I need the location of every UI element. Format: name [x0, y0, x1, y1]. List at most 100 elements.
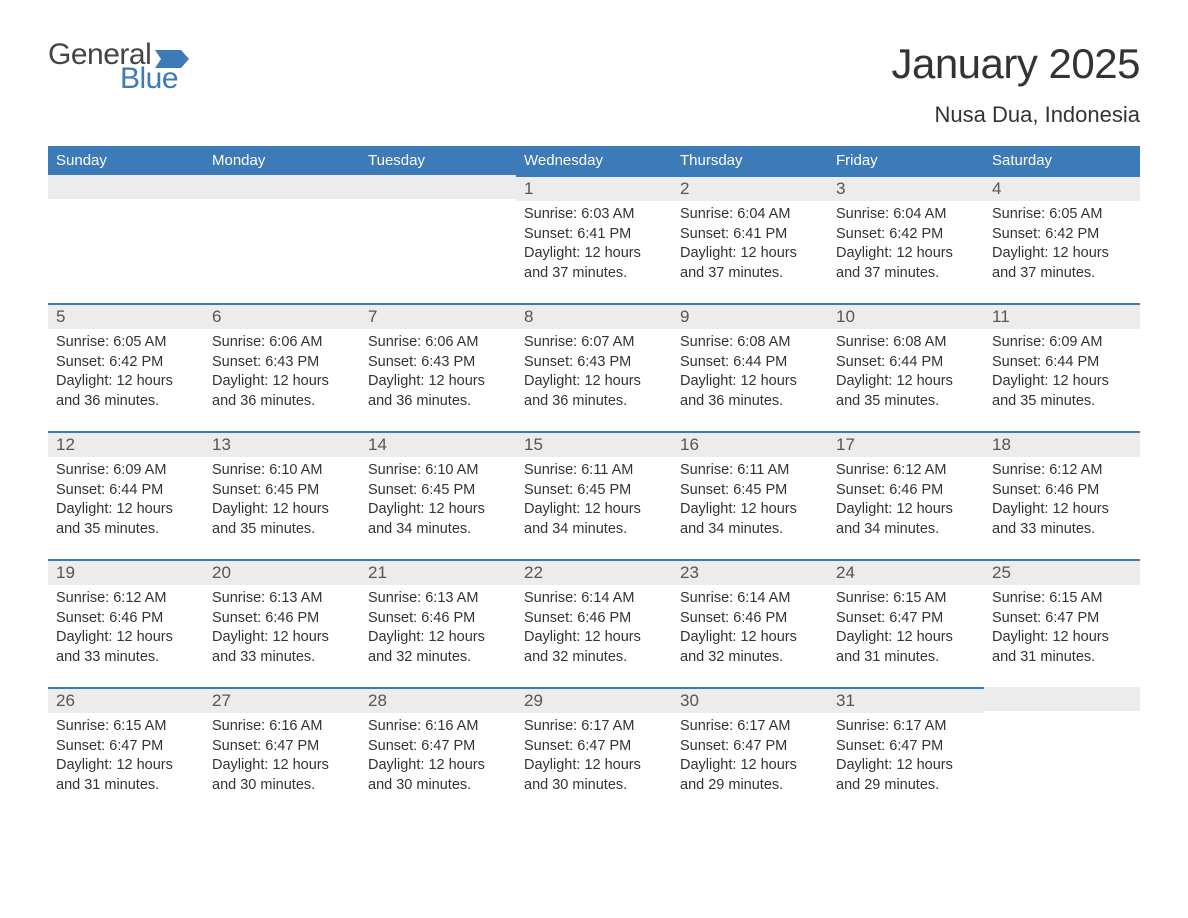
daylight-text: Daylight: 12 hours and 35 minutes. — [212, 500, 352, 539]
sunrise-text: Sunrise: 6:14 AM — [680, 589, 820, 609]
sunset-text: Sunset: 6:46 PM — [56, 609, 196, 629]
calendar-cell: 31Sunrise: 6:17 AMSunset: 6:47 PMDayligh… — [828, 687, 984, 815]
day-details: Sunrise: 6:06 AMSunset: 6:43 PMDaylight:… — [204, 329, 360, 419]
daylight-text: Daylight: 12 hours and 32 minutes. — [368, 628, 508, 667]
daylight-text: Daylight: 12 hours and 35 minutes. — [992, 372, 1132, 411]
day-number: 29 — [516, 687, 672, 713]
daylight-text: Daylight: 12 hours and 36 minutes. — [212, 372, 352, 411]
day-number: 4 — [984, 175, 1140, 201]
day-details: Sunrise: 6:17 AMSunset: 6:47 PMDaylight:… — [672, 713, 828, 803]
calendar-week: 12Sunrise: 6:09 AMSunset: 6:44 PMDayligh… — [48, 431, 1140, 559]
calendar-cell: 17Sunrise: 6:12 AMSunset: 6:46 PMDayligh… — [828, 431, 984, 559]
sunset-text: Sunset: 6:43 PM — [212, 353, 352, 373]
sunset-text: Sunset: 6:47 PM — [56, 737, 196, 757]
location-label: Nusa Dua, Indonesia — [891, 102, 1140, 128]
sunrise-text: Sunrise: 6:08 AM — [680, 333, 820, 353]
daylight-text: Daylight: 12 hours and 36 minutes. — [680, 372, 820, 411]
daylight-text: Daylight: 12 hours and 37 minutes. — [836, 244, 976, 283]
calendar-cell: 28Sunrise: 6:16 AMSunset: 6:47 PMDayligh… — [360, 687, 516, 815]
sunrise-text: Sunrise: 6:17 AM — [680, 717, 820, 737]
day-details: Sunrise: 6:12 AMSunset: 6:46 PMDaylight:… — [48, 585, 204, 675]
daylight-text: Daylight: 12 hours and 35 minutes. — [56, 500, 196, 539]
sunrise-text: Sunrise: 6:04 AM — [680, 205, 820, 225]
calendar-cell: 8Sunrise: 6:07 AMSunset: 6:43 PMDaylight… — [516, 303, 672, 431]
calendar-cell — [360, 175, 516, 303]
daylight-text: Daylight: 12 hours and 30 minutes. — [212, 756, 352, 795]
sunset-text: Sunset: 6:45 PM — [680, 481, 820, 501]
sunset-text: Sunset: 6:47 PM — [992, 609, 1132, 629]
daylight-text: Daylight: 12 hours and 35 minutes. — [836, 372, 976, 411]
daylight-text: Daylight: 12 hours and 37 minutes. — [524, 244, 664, 283]
day-number — [984, 687, 1140, 711]
sunrise-text: Sunrise: 6:11 AM — [680, 461, 820, 481]
calendar-cell: 26Sunrise: 6:15 AMSunset: 6:47 PMDayligh… — [48, 687, 204, 815]
calendar-cell: 7Sunrise: 6:06 AMSunset: 6:43 PMDaylight… — [360, 303, 516, 431]
day-number: 16 — [672, 431, 828, 457]
day-number: 26 — [48, 687, 204, 713]
day-number: 7 — [360, 303, 516, 329]
day-details: Sunrise: 6:15 AMSunset: 6:47 PMDaylight:… — [984, 585, 1140, 675]
sunset-text: Sunset: 6:42 PM — [836, 225, 976, 245]
day-number: 30 — [672, 687, 828, 713]
day-details: Sunrise: 6:08 AMSunset: 6:44 PMDaylight:… — [828, 329, 984, 419]
daylight-text: Daylight: 12 hours and 34 minutes. — [368, 500, 508, 539]
daylight-text: Daylight: 12 hours and 36 minutes. — [368, 372, 508, 411]
day-details: Sunrise: 6:10 AMSunset: 6:45 PMDaylight:… — [360, 457, 516, 547]
daylight-text: Daylight: 12 hours and 33 minutes. — [992, 500, 1132, 539]
weekday-header: Friday — [828, 146, 984, 175]
calendar-cell — [48, 175, 204, 303]
calendar-cell: 24Sunrise: 6:15 AMSunset: 6:47 PMDayligh… — [828, 559, 984, 687]
sunrise-text: Sunrise: 6:06 AM — [212, 333, 352, 353]
sunrise-text: Sunrise: 6:15 AM — [836, 589, 976, 609]
sunrise-text: Sunrise: 6:15 AM — [992, 589, 1132, 609]
day-number: 10 — [828, 303, 984, 329]
calendar-cell: 1Sunrise: 6:03 AMSunset: 6:41 PMDaylight… — [516, 175, 672, 303]
day-number — [204, 175, 360, 199]
sunset-text: Sunset: 6:46 PM — [680, 609, 820, 629]
day-details: Sunrise: 6:09 AMSunset: 6:44 PMDaylight:… — [984, 329, 1140, 419]
calendar-week: 19Sunrise: 6:12 AMSunset: 6:46 PMDayligh… — [48, 559, 1140, 687]
calendar-cell: 16Sunrise: 6:11 AMSunset: 6:45 PMDayligh… — [672, 431, 828, 559]
day-details: Sunrise: 6:05 AMSunset: 6:42 PMDaylight:… — [48, 329, 204, 419]
calendar-cell: 4Sunrise: 6:05 AMSunset: 6:42 PMDaylight… — [984, 175, 1140, 303]
day-details: Sunrise: 6:06 AMSunset: 6:43 PMDaylight:… — [360, 329, 516, 419]
day-number: 5 — [48, 303, 204, 329]
sunset-text: Sunset: 6:46 PM — [524, 609, 664, 629]
day-details: Sunrise: 6:17 AMSunset: 6:47 PMDaylight:… — [516, 713, 672, 803]
daylight-text: Daylight: 12 hours and 30 minutes. — [368, 756, 508, 795]
weekday-header: Tuesday — [360, 146, 516, 175]
sunset-text: Sunset: 6:45 PM — [212, 481, 352, 501]
sunset-text: Sunset: 6:44 PM — [56, 481, 196, 501]
daylight-text: Daylight: 12 hours and 32 minutes. — [680, 628, 820, 667]
header-block: General Blue January 2025 Nusa Dua, Indo… — [48, 40, 1140, 128]
calendar-cell: 13Sunrise: 6:10 AMSunset: 6:45 PMDayligh… — [204, 431, 360, 559]
sunrise-text: Sunrise: 6:07 AM — [524, 333, 664, 353]
calendar-cell: 2Sunrise: 6:04 AMSunset: 6:41 PMDaylight… — [672, 175, 828, 303]
day-number: 2 — [672, 175, 828, 201]
sunset-text: Sunset: 6:41 PM — [680, 225, 820, 245]
day-details: Sunrise: 6:09 AMSunset: 6:44 PMDaylight:… — [48, 457, 204, 547]
daylight-text: Daylight: 12 hours and 32 minutes. — [524, 628, 664, 667]
sunset-text: Sunset: 6:45 PM — [524, 481, 664, 501]
calendar-cell: 9Sunrise: 6:08 AMSunset: 6:44 PMDaylight… — [672, 303, 828, 431]
daylight-text: Daylight: 12 hours and 29 minutes. — [836, 756, 976, 795]
day-details: Sunrise: 6:15 AMSunset: 6:47 PMDaylight:… — [48, 713, 204, 803]
sunrise-text: Sunrise: 6:11 AM — [524, 461, 664, 481]
sunrise-text: Sunrise: 6:09 AM — [992, 333, 1132, 353]
sunrise-text: Sunrise: 6:17 AM — [524, 717, 664, 737]
sunrise-text: Sunrise: 6:12 AM — [836, 461, 976, 481]
day-number: 8 — [516, 303, 672, 329]
calendar-cell: 20Sunrise: 6:13 AMSunset: 6:46 PMDayligh… — [204, 559, 360, 687]
day-number: 25 — [984, 559, 1140, 585]
calendar-cell: 18Sunrise: 6:12 AMSunset: 6:46 PMDayligh… — [984, 431, 1140, 559]
calendar-week: 26Sunrise: 6:15 AMSunset: 6:47 PMDayligh… — [48, 687, 1140, 815]
brand-logo: General Blue — [48, 40, 189, 94]
daylight-text: Daylight: 12 hours and 34 minutes. — [524, 500, 664, 539]
sunset-text: Sunset: 6:46 PM — [992, 481, 1132, 501]
sunrise-text: Sunrise: 6:12 AM — [992, 461, 1132, 481]
day-details: Sunrise: 6:10 AMSunset: 6:45 PMDaylight:… — [204, 457, 360, 547]
brand-word2: Blue — [120, 64, 189, 94]
calendar-week: 1Sunrise: 6:03 AMSunset: 6:41 PMDaylight… — [48, 175, 1140, 303]
day-number: 1 — [516, 175, 672, 201]
daylight-text: Daylight: 12 hours and 37 minutes. — [992, 244, 1132, 283]
